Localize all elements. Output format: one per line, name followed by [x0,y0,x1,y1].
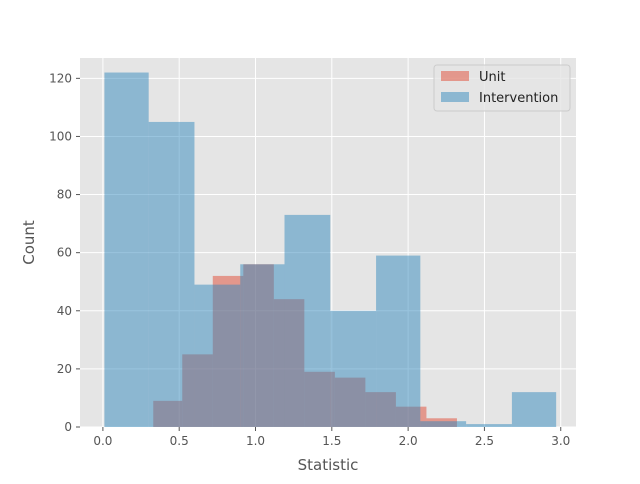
x-tick-label: 2.5 [475,434,494,448]
x-axis-label: Statistic [298,456,359,474]
intervention-bar [240,264,285,427]
y-axis-ticks: 0 20 40 60 80 100 120 [49,71,80,434]
legend-swatch-unit [441,71,469,81]
intervention-bar [420,421,467,427]
y-tick-label: 40 [57,304,72,318]
y-tick-label: 60 [57,246,72,260]
x-axis-ticks: 0.0 0.5 1.0 1.5 2.0 2.5 3.0 [93,427,570,448]
intervention-bar [466,424,512,427]
y-tick-label: 120 [49,71,72,85]
intervention-bar [104,72,149,427]
intervention-bar [284,214,331,427]
legend-label-unit: Unit [479,70,505,85]
y-tick-label: 80 [57,188,72,202]
intervention-bar [511,392,557,427]
intervention-bar [376,255,421,427]
x-tick-label: 0.5 [170,434,189,448]
x-tick-label: 1.5 [322,434,341,448]
intervention-bar [330,310,377,427]
x-tick-label: 0.0 [93,434,112,448]
y-tick-label: 20 [57,362,72,376]
intervention-bar [194,284,241,427]
y-axis-label: Count [20,220,38,265]
x-tick-label: 1.0 [246,434,265,448]
x-tick-label: 3.0 [551,434,570,448]
intervention-bar [148,121,195,427]
legend: Unit Intervention [433,64,571,112]
legend-swatch-intervention [441,92,469,102]
y-tick-label: 0 [64,420,72,434]
x-tick-label: 2.0 [399,434,418,448]
histogram-bars [104,72,557,427]
y-tick-label: 100 [49,129,72,143]
legend-label-intervention: Intervention [479,91,558,106]
